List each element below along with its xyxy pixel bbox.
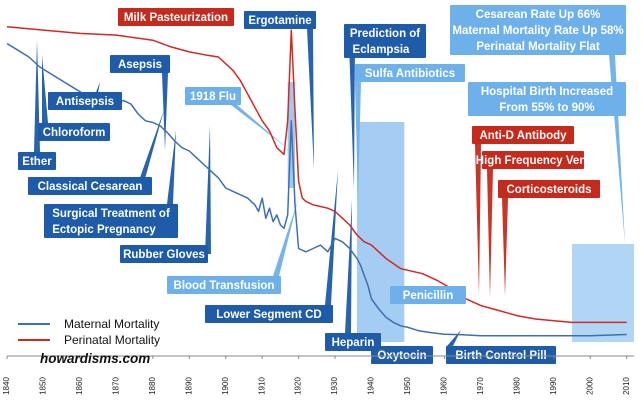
x-tick-label-1990: 1990 xyxy=(549,377,558,395)
x-tick-label-1970: 1970 xyxy=(476,377,485,395)
annotation-box-11 xyxy=(244,11,316,29)
annotation-label-14: Prediction of xyxy=(350,28,420,40)
annotation-label-3: Antisepsis xyxy=(56,96,114,108)
annotation-label-22: From 55% to 90% xyxy=(499,102,594,114)
annotation-box-group-1 xyxy=(44,204,178,238)
annotation-box-13 xyxy=(205,305,333,323)
x-tick-label-2000: 2000 xyxy=(585,377,594,395)
annotation-label-25: Corticosteroids xyxy=(507,184,592,196)
annotation-box-20 xyxy=(446,346,556,364)
leader-14 xyxy=(349,42,355,190)
x-tick-label-1930: 1930 xyxy=(330,377,339,395)
leader-24 xyxy=(487,169,493,298)
annotation-label-17: Sulfa Antibiotics xyxy=(365,68,455,80)
annotation-box-19 xyxy=(371,346,433,364)
leader-13 xyxy=(325,170,338,305)
legend-label-perinatal: Perinatal Mortality xyxy=(64,333,160,347)
shaded-periods xyxy=(287,82,634,342)
annotation-box-3 xyxy=(48,92,122,110)
x-axis: 1840 1850 1860 1870 1880 1890 1900 1910 1920 1930… xyxy=(2,355,634,395)
annotation-box-group-2 xyxy=(344,24,426,58)
annotation-label-1: Ether xyxy=(22,156,52,168)
series-lines xyxy=(6,25,627,337)
annotation-label-24: High Frequency Vent xyxy=(476,155,591,167)
annotation-label-10: 1918 Flu xyxy=(190,91,236,103)
series-line-perinatal xyxy=(6,25,627,324)
annotation-box-5 xyxy=(28,177,152,195)
leader-8 xyxy=(205,125,211,254)
annotation-box-10 xyxy=(185,87,241,105)
annotation-label-2: Chloroform xyxy=(43,127,106,139)
annotation-label-5: Classical Cesarean xyxy=(38,181,143,193)
annotation-label-6: Surgical Treatment of xyxy=(52,208,170,220)
x-tick-label-1880: 1880 xyxy=(148,377,157,395)
annotation-labels: Ether Chloroform Antisepsis Asepsis Classica… xyxy=(18,5,626,364)
x-tick-label-1870: 1870 xyxy=(111,377,120,395)
annotation-box-23 xyxy=(472,126,574,144)
leader-5 xyxy=(137,110,164,186)
annotation-box-group-3 xyxy=(468,82,626,116)
leader-2 xyxy=(42,55,48,123)
x-tick-label-1890: 1890 xyxy=(184,377,193,395)
annotation-label-27: Maternal Mortality Rate Up 58% xyxy=(452,25,623,37)
annotation-label-13: Lower Segment CD xyxy=(216,309,321,321)
annotation-box-8 xyxy=(120,245,208,263)
annotation-box-1 xyxy=(18,152,56,170)
x-tick-label-2010: 2010 xyxy=(622,377,631,395)
leader-11 xyxy=(307,29,314,170)
series-line-maternal xyxy=(6,42,627,337)
x-tick-label-1940: 1940 xyxy=(367,377,376,395)
annotation-label-4: Asepsis xyxy=(118,59,162,71)
annotation-label-12: Blood Transfusion xyxy=(174,280,275,292)
annotation-label-16: Heparin xyxy=(332,337,375,349)
legend: Maternal Mortality Perinatal Mortality h… xyxy=(18,317,160,366)
x-tick-label-1960: 1960 xyxy=(440,377,449,395)
annotation-box-17 xyxy=(355,64,465,82)
shaded-period-2 xyxy=(356,122,405,342)
shaded-period-3 xyxy=(572,244,634,342)
annotation-box-25 xyxy=(498,180,600,198)
leader-10 xyxy=(231,105,287,148)
legend-label-maternal: Maternal Mortality xyxy=(64,317,159,331)
annotation-box-2 xyxy=(38,123,110,141)
x-tick-label-1950: 1950 xyxy=(403,377,412,395)
annotation-box-18 xyxy=(390,286,466,304)
annotation-box-4 xyxy=(110,55,170,73)
annotation-label-26: Cesarean Rate Up 66% xyxy=(476,9,601,21)
annotation-box-12 xyxy=(167,276,281,294)
x-tick-label-1860: 1860 xyxy=(75,377,84,395)
leader-23 xyxy=(475,144,481,295)
annotation-box-group-4 xyxy=(450,5,626,55)
leader-12 xyxy=(273,200,298,276)
annotation-label-21: Hospital Birth Increased xyxy=(481,86,613,98)
annotation-label-11: Ergotamine xyxy=(248,15,311,27)
watermark: howardisms.com xyxy=(40,351,150,366)
x-tick-label-1980: 1980 xyxy=(512,377,521,395)
leader-17 xyxy=(355,82,361,200)
x-tick-label-1910: 1910 xyxy=(257,377,266,395)
x-tick-label-1850: 1850 xyxy=(39,377,48,395)
annotation-label-28: Perinatal Mortality Flat xyxy=(476,41,600,53)
leader-20 xyxy=(447,330,461,346)
annotation-label-18: Penicillin xyxy=(403,290,454,302)
x-tick-label-1900: 1900 xyxy=(221,377,230,395)
x-tick-label-1840: 1840 xyxy=(2,377,11,395)
annotation-box-16 xyxy=(325,333,381,351)
annotation-label-7: Ectopic Pregnancy xyxy=(52,224,156,236)
leader-16 xyxy=(345,200,352,333)
leader-25 xyxy=(502,198,508,296)
annotation-label-23: Anti-D Antibody xyxy=(479,130,567,142)
annotation-label-15: Eclampsia xyxy=(353,44,410,56)
x-tick-label-1920: 1920 xyxy=(294,377,303,395)
annotation-box-9 xyxy=(118,8,234,26)
annotation-label-8: Rubber Gloves xyxy=(123,249,205,261)
annotation-label-9: Milk Pasteurization xyxy=(124,12,228,24)
leader-6 xyxy=(167,130,176,204)
leader-4 xyxy=(162,73,168,150)
annotation-box-24 xyxy=(482,151,584,169)
